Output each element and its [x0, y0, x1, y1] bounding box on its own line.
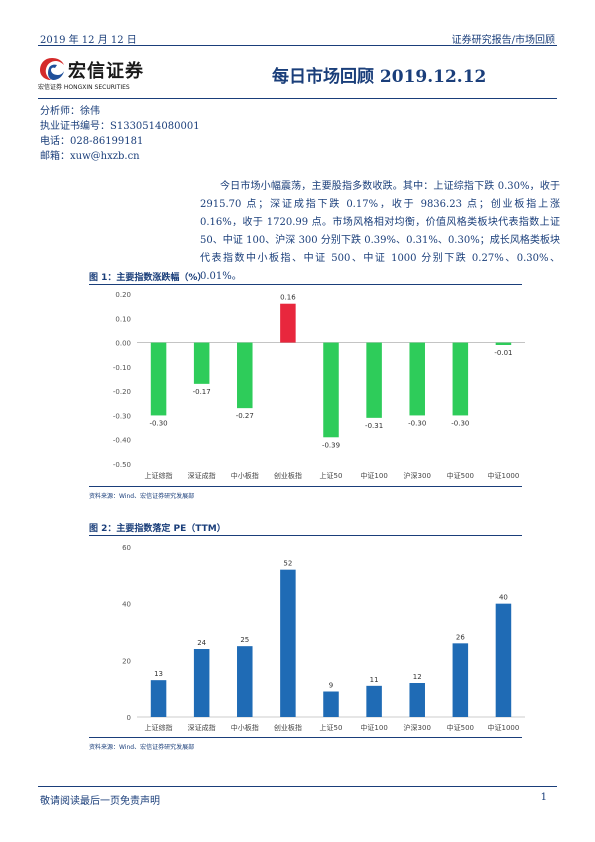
bar-value-label: -0.30: [149, 419, 167, 427]
page-number: 1: [540, 792, 547, 803]
analyst-name: 分析师：徐伟: [40, 106, 100, 117]
x-tick-label: 上证综指: [145, 471, 173, 480]
figure-1-source: 资料来源：Wind、宏信证券研究发展部: [89, 493, 195, 500]
bar-value-label: -0.01: [494, 349, 512, 357]
disclaimer-link[interactable]: 敬请阅读最后一页免责声明: [40, 796, 160, 807]
analyst-license: 执业证书编号：S1330514080001: [40, 121, 200, 132]
company-logo: 宏信证券 宏信证券 HONGXIN SECURITIES: [38, 56, 168, 92]
x-tick-label: 中证100: [360, 471, 387, 480]
bar-value-label: 12: [413, 673, 422, 681]
report-type: 证券研究报告/市场回顾: [451, 35, 555, 46]
logo-name: 宏信证券: [68, 61, 144, 82]
x-tick-label: 深证成指: [188, 723, 216, 732]
x-tick-label: 中证100: [360, 723, 387, 732]
y-tick-label: 0: [127, 714, 131, 722]
bar-6: [366, 685, 382, 717]
bar-3: [237, 646, 253, 717]
x-tick-label: 沪深300: [404, 471, 431, 480]
y-tick-label: 20: [122, 657, 131, 665]
bar-value-label: 26: [456, 633, 465, 641]
bar-3: [237, 342, 253, 409]
bar-value-label: -0.27: [236, 412, 254, 420]
analyst-info: 分析师：徐伟 执业证书编号：S1330514080001 电话：028-8619…: [40, 104, 200, 164]
bar-8: [452, 342, 469, 416]
y-tick-label: 60: [122, 544, 131, 552]
figure-1-top-rule: [89, 284, 522, 285]
figure-2-bottom-rule: [89, 737, 522, 738]
analyst-email: 邮箱：xuw@hxzb.cn: [40, 151, 140, 162]
bar-4: [280, 303, 296, 343]
bar-1: [150, 342, 167, 416]
bar-7: [409, 342, 425, 416]
bar-7: [409, 683, 425, 717]
y-tick-label: 0.20: [115, 291, 131, 299]
bar-value-label: -0.30: [408, 419, 426, 427]
bar-1: [150, 680, 167, 717]
page-title: 每日市场回顾 2019.12.12: [272, 67, 487, 87]
header-divider: [38, 45, 557, 46]
figure-2-source: 资料来源：Wind、宏信证券研究发展部: [89, 744, 195, 751]
x-tick-label: 中小板指: [231, 723, 259, 732]
logo-subtitle: 宏信证券 HONGXIN SECURITIES: [38, 84, 130, 91]
index-change-chart: 0.20 0.10 0.00 -0.10 -0.20 -0.30 -0.40 -0.50 -0.…: [113, 291, 525, 480]
bar-value-label: 0.16: [280, 294, 296, 302]
bar-9: [495, 603, 512, 717]
x-tick-label: 中证1000: [488, 723, 520, 732]
x-tick-label: 中小板指: [231, 471, 259, 480]
y-tick-label: -0.50: [113, 461, 131, 469]
x-tick-label: 创业板指: [274, 723, 302, 732]
bar-9: [495, 342, 512, 345]
y-tick-label: 0.00: [115, 340, 131, 348]
bar-value-label: 40: [499, 594, 508, 602]
figure-1-title: 图 1：主要指数涨跌幅（%）: [89, 273, 207, 283]
x-tick-label: 沪深300: [404, 723, 431, 732]
footer-divider: [38, 786, 557, 787]
bar-5: [323, 342, 339, 438]
bar-6: [366, 342, 382, 418]
figure-2-top-rule: [89, 535, 522, 536]
figure-2-title: 图 2：主要指数落定 PE（TTM）: [89, 524, 226, 534]
y-tick-label: 40: [122, 601, 131, 609]
market-summary: 今日市场小幅震荡，主要股指多数收跌。其中：上证综指下跌 0.30%，收于 291…: [200, 181, 560, 282]
bar-2: [193, 342, 210, 384]
bar-value-label: 13: [154, 670, 163, 678]
bar-2: [193, 649, 210, 717]
y-tick-label: -0.30: [113, 412, 131, 420]
index-pe-chart: 60 40 20 0 13 上证综指 24 深证成指 25 中小板指 52 创业板指 9 上证50 11 中证…: [122, 544, 525, 732]
bar-value-label: -0.30: [451, 419, 469, 427]
y-tick-label: 0.10: [115, 315, 131, 323]
logo-emblem-icon: [40, 58, 64, 80]
bar-value-label: 24: [197, 639, 206, 647]
y-tick-label: -0.20: [113, 388, 131, 396]
bar-4: [280, 569, 296, 717]
x-tick-label: 中证500: [447, 471, 474, 480]
y-tick-label: -0.40: [113, 437, 131, 445]
figure-1-bottom-rule: [89, 486, 522, 487]
report-date: 2019 年 12 月 12 日: [40, 35, 137, 46]
bar-value-label: -0.39: [322, 441, 340, 449]
bar-value-label: 9: [329, 682, 333, 690]
x-tick-label: 深证成指: [188, 471, 216, 480]
bar-value-label: 11: [370, 676, 379, 684]
x-tick-label: 中证500: [447, 723, 474, 732]
bar-value-label: -0.17: [193, 388, 211, 396]
title-divider: [38, 98, 557, 99]
bar-value-label: -0.31: [365, 422, 383, 430]
bar-value-label: 52: [283, 560, 292, 568]
bar-5: [323, 691, 339, 717]
bar-8: [452, 643, 469, 717]
x-tick-label: 上证50: [320, 723, 343, 732]
x-tick-label: 创业板指: [274, 471, 302, 480]
x-tick-label: 上证综指: [145, 723, 173, 732]
x-tick-label: 中证1000: [488, 471, 520, 480]
analyst-phone: 电话：028-86199181: [40, 136, 144, 147]
y-tick-label: -0.10: [113, 364, 131, 372]
bar-value-label: 25: [240, 636, 249, 644]
x-tick-label: 上证50: [320, 471, 343, 480]
